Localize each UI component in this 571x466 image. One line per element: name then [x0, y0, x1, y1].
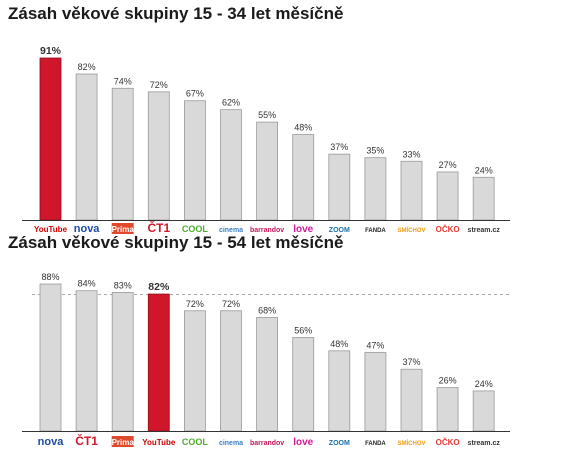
logo-nova-icon: nova	[74, 223, 101, 235]
bar-nova	[39, 283, 62, 432]
value-label-ocko: 26%	[439, 376, 457, 386]
logo-stream-cz-icon: stream.cz	[468, 227, 501, 234]
value-label-cinema: 72%	[222, 299, 240, 309]
value-label-nova: 82%	[78, 62, 96, 72]
value-label-stream-cz: 24%	[475, 165, 493, 175]
logo-barrandov-icon: barrandov	[250, 227, 284, 234]
logo-prima-icon: Prima	[112, 225, 135, 234]
bar-ocko	[436, 387, 459, 432]
logo-nova-icon: nova	[38, 436, 65, 448]
logo-love-icon: love	[293, 224, 313, 235]
logo-bg-prima	[111, 223, 134, 234]
logo-fanda-icon: FANDA	[365, 228, 386, 234]
value-label-fanda: 35%	[366, 146, 384, 156]
value-label-zoom: 48%	[330, 339, 348, 349]
value-label-prima: 74%	[114, 76, 132, 86]
value-label-barrandov: 55%	[258, 110, 276, 120]
value-label-love: 56%	[294, 325, 312, 335]
bar-ct1	[75, 290, 98, 432]
logo-love-icon: love	[293, 437, 313, 448]
bar-smichov	[400, 368, 423, 432]
value-label-youtube: 91%	[40, 45, 62, 57]
value-label-ocko: 27%	[439, 160, 457, 170]
value-label-ct1: 72%	[150, 80, 168, 90]
value-label-youtube: 82%	[148, 281, 170, 293]
logo-barrandov-icon: barrandov	[250, 440, 284, 447]
logo-zoom-icon: ZOOM	[329, 440, 350, 447]
bar-love	[292, 337, 315, 432]
bar-youtube	[147, 293, 170, 432]
chart-title-15-54: Zásah věkové skupiny 15 - 54 let měsíčně	[8, 233, 344, 252]
logo-cool-icon: COOL	[182, 224, 209, 234]
bar-prima	[111, 291, 134, 432]
logo-ct1-icon: ČT1	[75, 433, 98, 448]
logo-stream-cz-icon: stream.cz	[468, 440, 501, 447]
logo-smichov-icon: SMÍCHOV	[397, 439, 425, 447]
value-label-prima: 83%	[114, 280, 132, 290]
value-label-smichov: 33%	[402, 149, 420, 159]
bar-stream-cz	[472, 390, 495, 432]
logo-bg-prima	[111, 436, 134, 447]
logo-smichov-icon: SMÍCHOV	[397, 226, 425, 234]
value-label-ct1: 84%	[78, 279, 96, 289]
value-label-barrandov: 68%	[258, 305, 276, 315]
logo-cinema-icon: cinema	[219, 440, 243, 447]
value-label-love: 48%	[294, 123, 312, 133]
logo-prima-icon: Prima	[112, 438, 135, 447]
logo-cool-icon: COOL	[182, 437, 209, 447]
logo-zoom-icon: ZOOM	[329, 227, 350, 234]
value-label-cool: 67%	[186, 89, 204, 99]
value-label-zoom: 37%	[330, 142, 348, 152]
value-label-smichov: 37%	[402, 357, 420, 367]
logo-youtube-icon: YouTube	[34, 225, 68, 234]
logo-ct1-icon: ČT1	[147, 220, 170, 235]
value-label-stream-cz: 24%	[475, 379, 493, 389]
bar-cool	[183, 310, 206, 432]
bar-cinema	[220, 310, 242, 432]
value-label-fanda: 47%	[366, 341, 384, 351]
value-label-cool: 72%	[186, 299, 204, 309]
bar-zoom	[328, 350, 351, 432]
chart-title-15-34: Zásah věkové skupiny 15 - 34 let měsíčně	[8, 4, 344, 23]
logo-youtube-icon: YouTube	[142, 438, 176, 447]
logo-ocko-icon: OČKO	[436, 225, 460, 234]
logo-fanda-icon: FANDA	[365, 441, 386, 447]
logo-cinema-icon: cinema	[219, 227, 243, 234]
logo-ocko-icon: OČKO	[436, 438, 460, 447]
value-label-cinema: 62%	[222, 98, 240, 108]
bar-barrandov	[256, 317, 279, 432]
value-label-nova: 88%	[41, 272, 59, 282]
bar-fanda	[364, 352, 387, 432]
